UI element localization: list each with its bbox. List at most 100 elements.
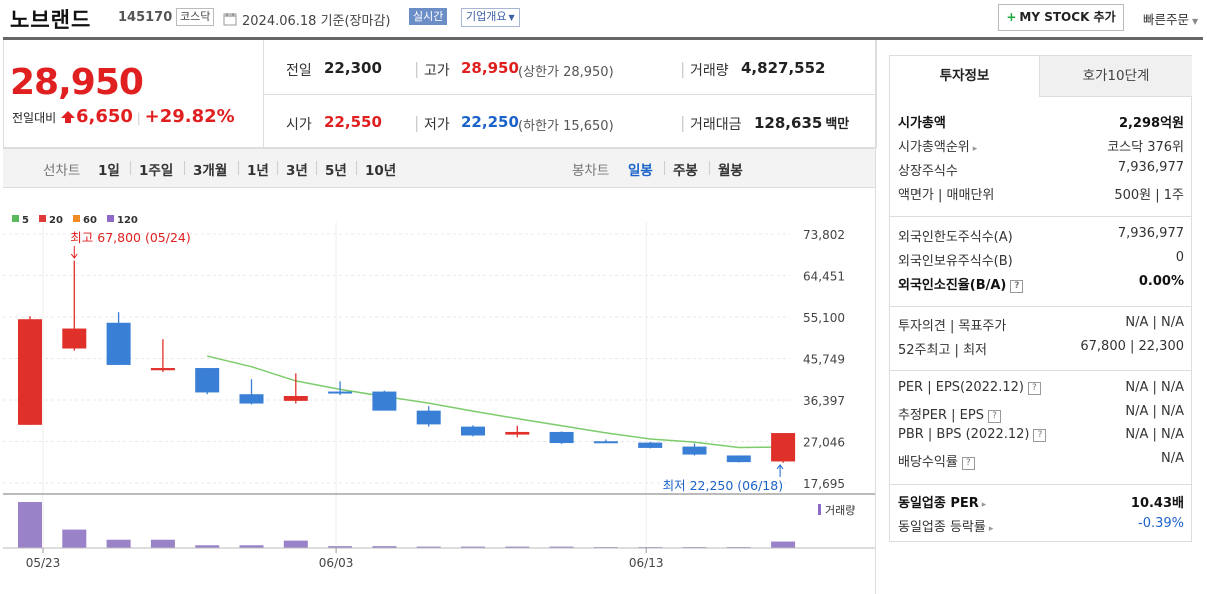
invest-row-value: N/A | N/A <box>1125 315 1184 330</box>
legend-swatch <box>12 215 19 222</box>
candle-body <box>771 433 796 462</box>
invest-row-label: PER | EPS(2022.12)? <box>898 380 1041 395</box>
tab-daily[interactable]: 일봉 <box>628 163 653 179</box>
tab-1d[interactable]: 1일 <box>98 163 120 179</box>
volume-bar <box>150 539 175 548</box>
volume-bar <box>771 541 796 548</box>
candle-body <box>239 394 264 404</box>
company-overview-dropdown[interactable]: 기업개요 ▼ <box>461 8 520 27</box>
min-annotation: 최저 22,250 (06/18) <box>663 478 783 493</box>
invest-row: 투자의견 | 목표주가 N/A | N/A <box>898 315 1184 335</box>
annotations: 최고 67,800 (05/24) 최저 22,250 (06/18) <box>70 230 784 493</box>
volume-bars: 거래량 <box>3 493 875 549</box>
tab-3m[interactable]: 3개월 <box>193 163 228 179</box>
max-annotation: 최고 67,800 (05/24) <box>70 230 190 245</box>
tab-orderbook[interactable]: 호가10단계 <box>1039 56 1192 97</box>
invest-row: 배당수익률? N/A <box>898 451 1184 471</box>
tab-monthly[interactable]: 월봉 <box>718 163 743 179</box>
invest-row[interactable]: 시가총액순위 ▸ 코스닥 376위 <box>898 136 1184 156</box>
legend-label: 5 <box>22 215 29 226</box>
y-tick-label: 55,100 <box>803 311 845 325</box>
legend-label: 120 <box>117 215 138 226</box>
tab-1y[interactable]: 1년 <box>247 163 269 179</box>
invest-row-value: 코스닥 376위 <box>1107 140 1184 155</box>
chevron-down-icon: ▼ <box>508 13 515 22</box>
divider <box>890 484 1191 485</box>
volume-bar <box>549 546 574 548</box>
quick-order-label: 빠른주문 <box>1143 12 1190 27</box>
diff-value: 6,650 <box>76 106 133 127</box>
invest-row-label: 시가총액순위 ▸ <box>898 140 978 155</box>
volume-bar <box>62 529 87 548</box>
divider <box>263 40 264 148</box>
tab-3y[interactable]: 3년 <box>286 163 308 179</box>
add-mystock-button[interactable]: + MY STOCK 추가 <box>998 4 1124 31</box>
candlestick-chart[interactable]: 5 20 60 120 73,802 64,451 55,100 45,749 36,397 2… <box>0 186 876 594</box>
y-tick-label: 36,397 <box>803 394 845 408</box>
invest-row-label: 외국인보유주식수(B) <box>898 254 1013 269</box>
volume-legend-swatch <box>818 504 821 515</box>
volume-label: 거래량 <box>690 63 729 79</box>
company-overview-label: 기업개요 <box>466 10 507 23</box>
volume-bar <box>239 545 264 548</box>
tab-1w[interactable]: 1주일 <box>139 163 174 179</box>
volume-legend-label: 거래량 <box>825 504 855 517</box>
realtime-button[interactable]: 실시간 <box>409 8 448 25</box>
volume-bar <box>328 546 353 548</box>
invest-row-label: 시가총액 <box>898 116 946 131</box>
invest-row-value: 0 <box>1175 250 1184 265</box>
volume-bar <box>505 546 530 548</box>
invest-row-value: N/A | N/A <box>1125 427 1184 442</box>
help-icon[interactable]: ? <box>1027 382 1041 395</box>
help-icon[interactable]: ? <box>961 457 975 470</box>
trade-amount-label: 거래대금 <box>690 117 742 133</box>
up-arrow-icon <box>60 111 76 125</box>
candle-body <box>62 328 87 349</box>
chevron-right-icon: ▸ <box>972 144 978 154</box>
invest-row-label: PBR | BPS (2022.12)? <box>898 427 1047 442</box>
prev-close-label: 전일 <box>286 63 312 79</box>
invest-row-label: 동일업종 PER ▸ <box>898 496 987 511</box>
tab-5y[interactable]: 5년 <box>325 163 347 179</box>
min-arrow-head <box>776 464 784 470</box>
diff-label: 전일대비 <box>12 111 57 125</box>
invest-row: 상장주식수 7,936,977 <box>898 160 1184 180</box>
invest-row: 외국인한도주식수(A) 7,936,977 <box>898 226 1184 246</box>
x-tick-label: 05/23 <box>26 556 61 570</box>
invest-row[interactable]: 동일업종 PER ▸ 10.43배 <box>898 492 1184 512</box>
invest-row-value: -0.39% <box>1138 516 1184 531</box>
y-tick-label: 64,451 <box>803 270 845 284</box>
y-tick-label: 73,802 <box>803 228 845 242</box>
invest-row-label: 추정PER | EPS? <box>898 404 1001 423</box>
invest-row-value: N/A | N/A <box>1125 404 1184 419</box>
volume-value: 4,827,552 <box>741 59 826 77</box>
candle-body <box>726 455 751 463</box>
invest-row: 추정PER | EPS? N/A | N/A <box>898 404 1184 424</box>
invest-row-value: N/A <box>1161 451 1184 466</box>
lower-limit: (하한가 15,650) <box>518 119 614 134</box>
chevron-right-icon: ▸ <box>988 524 994 534</box>
ma5-line <box>207 355 784 449</box>
max-arrow-head <box>70 253 78 259</box>
candle-body <box>638 442 663 448</box>
invest-row[interactable]: 동일업종 등락률 ▸ -0.39% <box>898 516 1184 536</box>
volume-bar <box>106 539 131 548</box>
y-tick-label: 45,749 <box>803 353 845 367</box>
help-icon[interactable]: ? <box>987 410 1001 423</box>
divider <box>890 370 1191 371</box>
help-icon[interactable]: ? <box>1033 429 1047 442</box>
trade-amount-unit: 백만 <box>825 117 850 132</box>
invest-row: 외국인보유주식수(B) 0 <box>898 250 1184 270</box>
help-icon[interactable]: ? <box>1010 280 1024 293</box>
chevron-right-icon: ▸ <box>981 500 987 510</box>
candle-body <box>283 395 308 401</box>
chart-grid <box>3 222 790 548</box>
tab-10y[interactable]: 10년 <box>365 163 397 179</box>
tab-weekly[interactable]: 주봉 <box>673 163 698 179</box>
tab-invest-info[interactable]: 투자정보 <box>890 56 1039 97</box>
legend-swatch <box>39 215 46 222</box>
add-mystock-label: MY STOCK 추가 <box>1019 10 1116 24</box>
quick-order-button[interactable]: 빠른주문 ▼ <box>1143 9 1198 28</box>
stock-header: 노브랜드 145170 코스닥 2024.06.18 기준(장마감) 실시간 기… <box>0 0 1207 40</box>
moving-average-5 <box>207 355 784 449</box>
